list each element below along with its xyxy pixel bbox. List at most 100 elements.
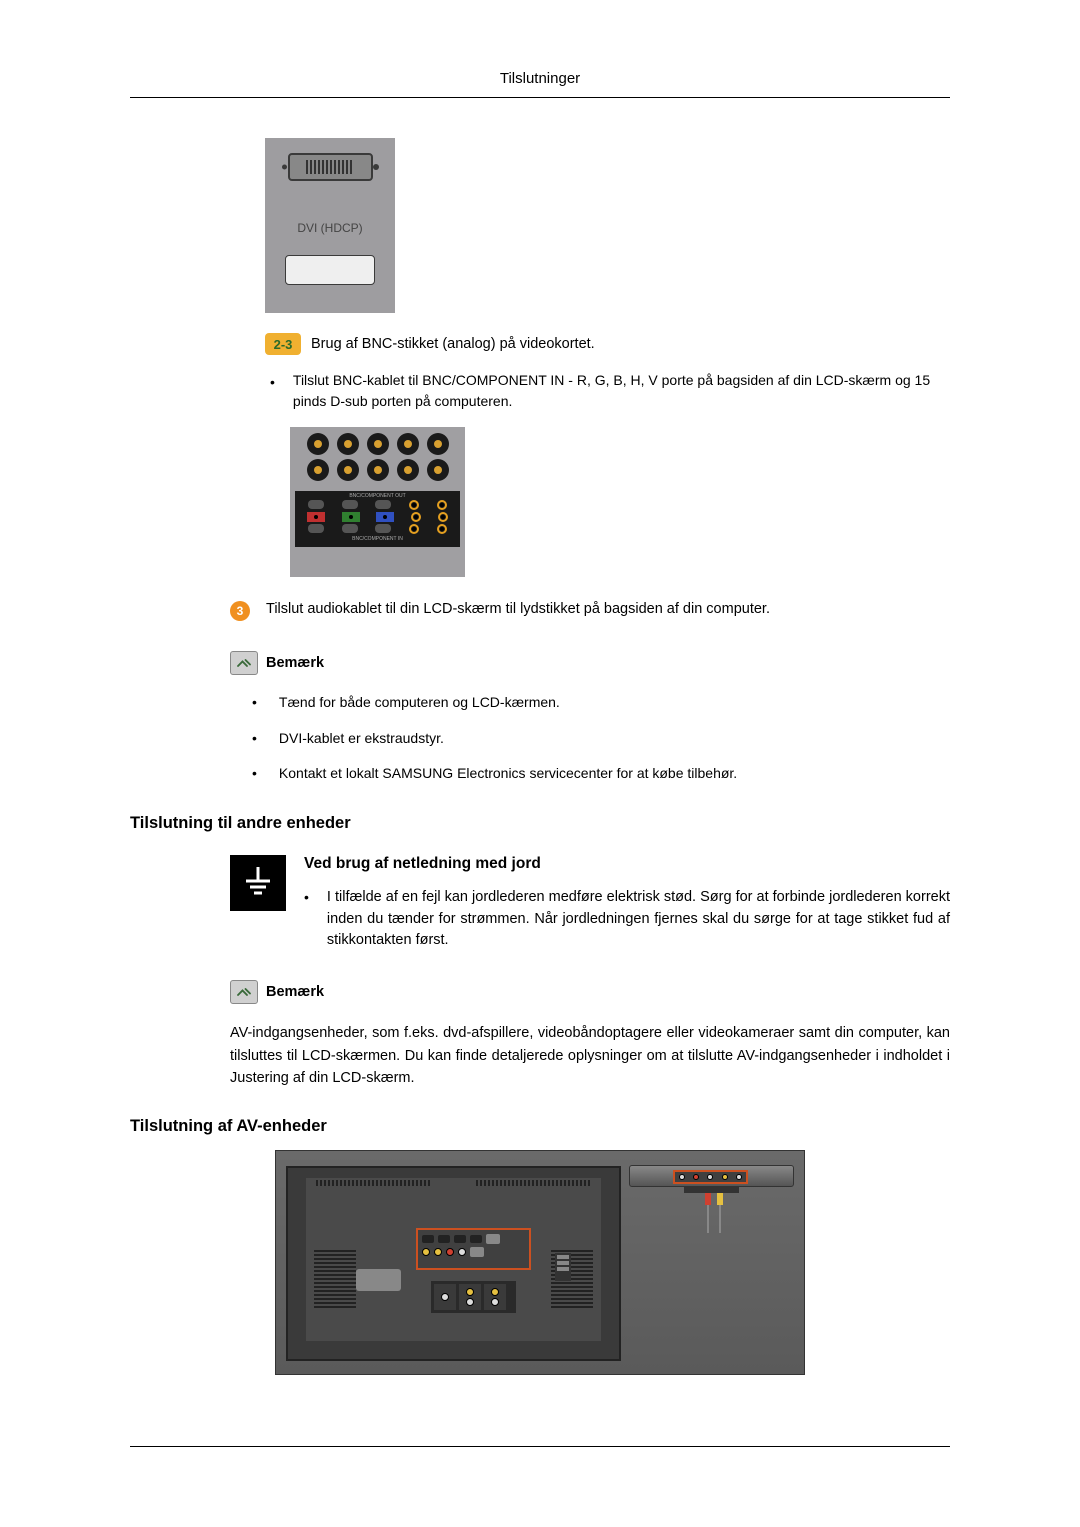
jack-icon xyxy=(454,1235,466,1243)
ground-heading: Ved brug af netledning med jord xyxy=(304,855,950,873)
bullet-dot-icon: • xyxy=(304,889,309,952)
jack-icon xyxy=(466,1298,474,1306)
note-row: Bemærk xyxy=(230,651,950,675)
speaker-grille-icon xyxy=(314,1248,356,1308)
note-bullet-text: DVI-kablet er ekstraudstyr. xyxy=(279,729,444,749)
jack-icon xyxy=(679,1174,685,1180)
jack-icon xyxy=(693,1174,699,1180)
dvi-pins-icon xyxy=(306,160,354,174)
bullet-dot-icon: • xyxy=(252,729,257,749)
jack-icon xyxy=(422,1235,434,1243)
list-item: • Tilslut BNC-kablet til BNC/COMPONENT I… xyxy=(270,370,950,412)
step-3-row: 3 Tilslut audiokablet til din LCD-skærm … xyxy=(230,599,950,621)
jack-icon xyxy=(707,1174,713,1180)
ground-warning-block: Ved brug af netledning med jord • I tilf… xyxy=(230,855,950,952)
bnc-connector-icon xyxy=(367,459,389,481)
av-cable-icon xyxy=(699,1193,729,1238)
av-paragraph: AV-indgangsenheder, som f.eks. dvd-afspi… xyxy=(230,1022,950,1089)
bnc-ring-icon xyxy=(411,512,421,522)
bnc-out-label: BNC/COMPONENT OUT xyxy=(299,493,456,499)
av-connection-diagram xyxy=(275,1150,805,1375)
dvi-empty-slot-icon xyxy=(285,255,375,285)
bnc-connector-icon xyxy=(337,433,359,455)
step-2-3-row: 2-3 Brug af BNC-stikket (analog) på vide… xyxy=(265,333,950,355)
step-3-text: Tilslut audiokablet til din LCD-skærm ti… xyxy=(266,599,950,621)
section-heading-av: Tilslutning af AV-enheder xyxy=(130,1117,950,1136)
bnc-top-connectors xyxy=(307,433,449,481)
bnc-ring-icon xyxy=(437,524,447,534)
vent-icon xyxy=(476,1180,591,1186)
note-row-2: Bemærk xyxy=(230,980,950,1004)
bnc-small-port-icon xyxy=(375,500,391,509)
note-icon xyxy=(230,651,258,675)
list-item: • Kontakt et lokalt SAMSUNG Electronics … xyxy=(230,764,950,784)
monitor-inner-icon xyxy=(306,1178,601,1341)
bnc-ring-icon xyxy=(438,512,448,522)
step-2-3-bullet-list: • Tilslut BNC-kablet til BNC/COMPONENT I… xyxy=(270,370,950,412)
dvi-diagram: DVI (HDCP) xyxy=(265,138,395,313)
bnc-connector-icon xyxy=(397,433,419,455)
note-bullet-text: Kontakt et lokalt SAMSUNG Electronics se… xyxy=(279,764,737,784)
bnc-green-port-icon xyxy=(342,512,360,522)
label-icon xyxy=(486,1234,500,1244)
av-input-panel-highlight xyxy=(416,1228,531,1270)
jack-icon xyxy=(470,1235,482,1243)
list-item: • DVI-kablet er ekstraudstyr. xyxy=(230,729,950,749)
bnc-in-label: BNC/COMPONENT IN xyxy=(299,536,456,542)
footer-separator xyxy=(130,1446,950,1447)
bullet-dot-icon: • xyxy=(252,693,257,713)
bullet-dot-icon: • xyxy=(252,764,257,784)
note-label: Bemærk xyxy=(266,984,324,1000)
step-2-3-bullet-text: Tilslut BNC-kablet til BNC/COMPONENT IN … xyxy=(293,370,950,412)
bnc-connector-icon xyxy=(397,459,419,481)
ground-body-text: I tilfælde af en fejl kan jordlederen me… xyxy=(327,887,950,952)
lower-panel-icon xyxy=(431,1281,516,1313)
page-header-title: Tilslutninger xyxy=(130,70,950,98)
av-jack-yellow-icon xyxy=(434,1248,442,1256)
bnc-ring-icon xyxy=(409,500,419,510)
vent-icon xyxy=(316,1180,431,1186)
note-bullet-list: • Tænd for både computeren og LCD-kærmen… xyxy=(230,693,950,784)
av-jack-yellow-icon xyxy=(422,1248,430,1256)
step-2-3-text: Brug af BNC-stikket (analog) på videokor… xyxy=(311,336,595,352)
av-jack-red-icon xyxy=(446,1248,454,1256)
jack-icon xyxy=(491,1298,499,1306)
ground-text-column: Ved brug af netledning med jord • I tilf… xyxy=(304,855,950,952)
bnc-ring-icon xyxy=(437,500,447,510)
bnc-small-port-icon xyxy=(308,524,324,533)
bnc-connector-icon xyxy=(427,433,449,455)
bnc-connector-icon xyxy=(307,459,329,481)
av-jack-white-icon xyxy=(458,1248,466,1256)
dvd-player-icon xyxy=(629,1165,794,1187)
page: Tilslutninger DVI (HDCP) 2-3 Brug af BNC… xyxy=(0,0,1080,1435)
jack-icon xyxy=(491,1288,499,1296)
note-bullet-text: Tænd for både computeren og LCD-kærmen. xyxy=(279,693,560,713)
bnc-connector-icon xyxy=(337,459,359,481)
bnc-small-port-icon xyxy=(375,524,391,533)
jack-icon xyxy=(441,1293,449,1301)
bnc-diagram: BNC/COMPONENT OUT xyxy=(290,427,465,577)
step-badge-2-3: 2-3 xyxy=(265,333,301,355)
jack-icon xyxy=(466,1288,474,1296)
dvd-output-panel-highlight xyxy=(673,1170,748,1184)
bnc-connector-icon xyxy=(367,433,389,455)
dvi-port-icon xyxy=(288,153,373,181)
bnc-small-port-icon xyxy=(342,524,358,533)
label-icon xyxy=(470,1247,484,1257)
ground-bullet: • I tilfælde af en fejl kan jordlederen … xyxy=(304,887,950,952)
jack-icon xyxy=(736,1174,742,1180)
side-panel-icon xyxy=(555,1253,571,1281)
bnc-connector-icon xyxy=(427,459,449,481)
step-3-badge: 3 xyxy=(230,601,250,621)
dvi-label: DVI (HDCP) xyxy=(297,221,362,235)
bnc-lower-panel: BNC/COMPONENT OUT xyxy=(295,491,460,547)
bnc-small-port-icon xyxy=(308,500,324,509)
monitor-back-icon xyxy=(286,1166,621,1361)
ground-icon xyxy=(230,855,286,911)
note-icon xyxy=(230,980,258,1004)
bnc-connector-icon xyxy=(307,433,329,455)
bullet-dot-icon: • xyxy=(270,372,275,393)
bnc-blue-port-icon xyxy=(376,512,394,522)
monitor-stand-icon xyxy=(356,1269,401,1291)
jack-icon xyxy=(722,1174,728,1180)
